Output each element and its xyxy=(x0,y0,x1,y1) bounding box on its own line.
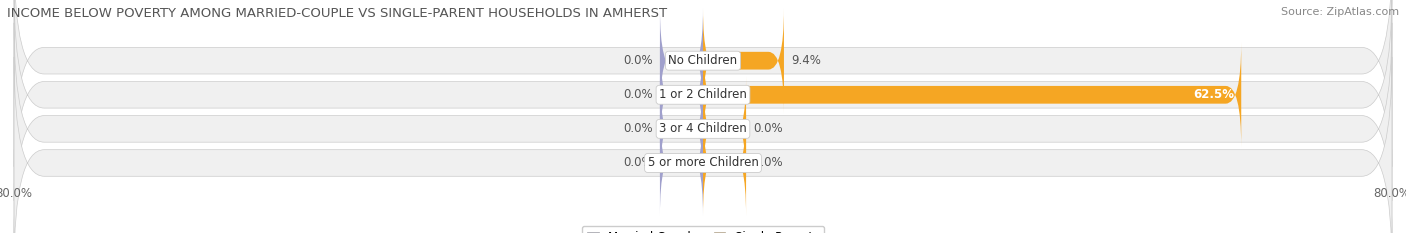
Text: Source: ZipAtlas.com: Source: ZipAtlas.com xyxy=(1281,7,1399,17)
FancyBboxPatch shape xyxy=(703,76,747,182)
Text: 9.4%: 9.4% xyxy=(790,54,821,67)
Text: 0.0%: 0.0% xyxy=(754,157,783,169)
FancyBboxPatch shape xyxy=(659,76,703,182)
Text: 0.0%: 0.0% xyxy=(623,54,652,67)
Text: 0.0%: 0.0% xyxy=(623,157,652,169)
FancyBboxPatch shape xyxy=(14,0,1392,167)
FancyBboxPatch shape xyxy=(703,42,1241,147)
FancyBboxPatch shape xyxy=(14,23,1392,233)
Text: 0.0%: 0.0% xyxy=(754,122,783,135)
Text: 3 or 4 Children: 3 or 4 Children xyxy=(659,122,747,135)
Text: 0.0%: 0.0% xyxy=(623,122,652,135)
FancyBboxPatch shape xyxy=(14,57,1392,233)
FancyBboxPatch shape xyxy=(659,110,703,216)
Text: 5 or more Children: 5 or more Children xyxy=(648,157,758,169)
Text: 1 or 2 Children: 1 or 2 Children xyxy=(659,88,747,101)
Text: 0.0%: 0.0% xyxy=(623,88,652,101)
FancyBboxPatch shape xyxy=(659,8,703,113)
Text: INCOME BELOW POVERTY AMONG MARRIED-COUPLE VS SINGLE-PARENT HOUSEHOLDS IN AMHERST: INCOME BELOW POVERTY AMONG MARRIED-COUPL… xyxy=(7,7,668,20)
Text: No Children: No Children xyxy=(668,54,738,67)
Text: 62.5%: 62.5% xyxy=(1194,88,1234,101)
FancyBboxPatch shape xyxy=(703,8,785,113)
FancyBboxPatch shape xyxy=(14,0,1392,201)
FancyBboxPatch shape xyxy=(659,42,703,147)
FancyBboxPatch shape xyxy=(703,110,747,216)
Legend: Married Couples, Single Parents: Married Couples, Single Parents xyxy=(582,226,824,233)
